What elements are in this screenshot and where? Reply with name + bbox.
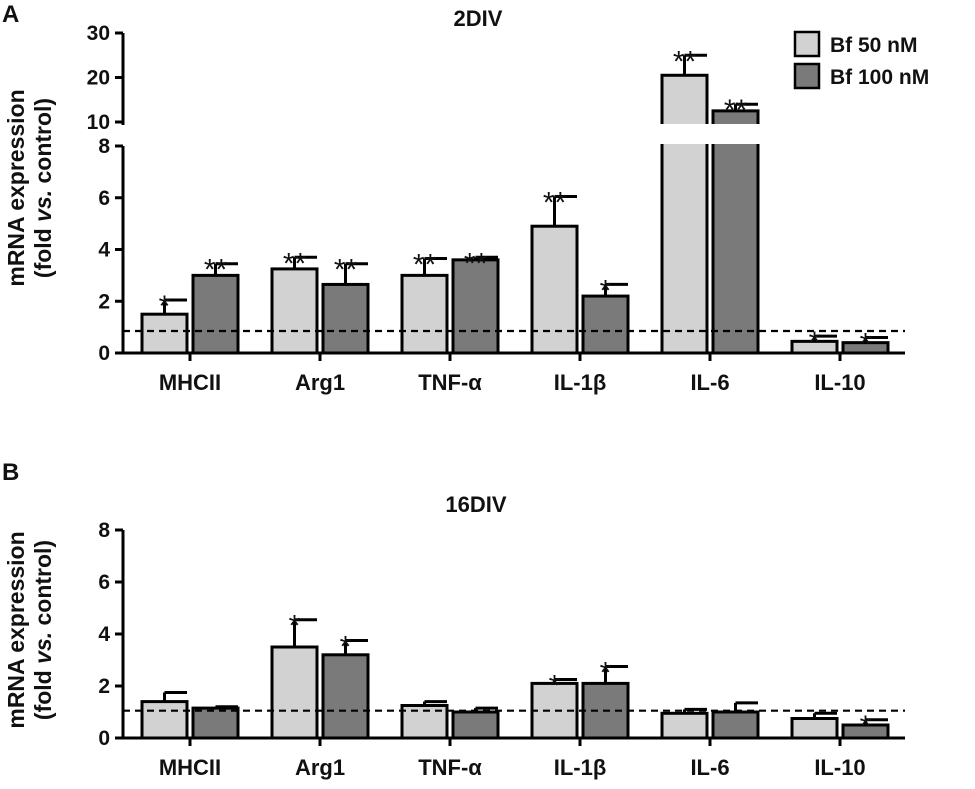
legend-label-bf50: Bf 50 nM — [830, 34, 918, 57]
panel-b-category-labels: MHCII Arg1 TNF-α IL-1β IL-6 IL-10 — [159, 755, 866, 780]
panel-a-ytick-label-6: 6 — [98, 187, 110, 210]
panel-a-arg1-bf100nm-significance: ** — [334, 254, 358, 287]
panel-b-bars: * * * * * — [123, 610, 905, 743]
panel-a-tnf-bf100nm-bar — [451, 258, 500, 355]
panel-a-arg1-bf50nm-bar — [270, 267, 319, 355]
panel-a-category-label-tnf: TNF-α — [418, 370, 482, 395]
panel-a-mhcii-bf50nm-significance: * — [159, 290, 171, 323]
panel-b-arg1-bf100nm-significance: * — [340, 631, 352, 664]
panel-a-category-label-il10: IL-10 — [814, 370, 865, 395]
panel-b-il10-bf100nm-significance: * — [860, 710, 872, 743]
panel-a-il1-bf100nm-significance: * — [600, 274, 612, 307]
panel-a-category-label-il1: IL-1β — [554, 370, 607, 395]
panel-b-ytick-label-4: 4 — [98, 623, 110, 646]
panel-a-ylabel-sub-3: control) — [30, 98, 56, 190]
panel-a-ylabel-sub: (fold vs. control) — [30, 98, 56, 278]
panel-a-il1-bf50nm-bar — [530, 224, 579, 355]
panel-b-category-label-arg1: Arg1 — [295, 755, 345, 780]
panel-b-mhcii-bf100nm-bar — [191, 706, 240, 740]
panel-b-category-label-il1: IL-1β — [554, 755, 607, 780]
panel-a-category-label-il6: IL-6 — [690, 370, 729, 395]
panel-b-ylabel: mRNA expression — [3, 531, 29, 728]
panel-a-il10-bf50nm-bar — [790, 339, 839, 355]
panel-b-il1-bf100nm-significance: * — [600, 657, 612, 690]
panel-a-category-labels: MHCII Arg1 TNF-α IL-1β IL-6 IL-10 — [159, 370, 866, 395]
panel-a-il10-bf50nm-significance: * — [809, 326, 821, 359]
legend-swatch-bf50 — [793, 30, 821, 58]
panel-a-il6-bf50nm-significance: ** — [673, 45, 697, 78]
panel-b-ylabel-sub: (fold vs. control) — [30, 540, 56, 720]
panel-b-ylabel-sub-2: vs. — [30, 632, 56, 664]
panel-a-mhcii-bf100nm-bar — [191, 273, 240, 355]
panel-a-ylabel-sub-2: vs. — [30, 190, 56, 222]
panel-a-ylabel: mRNA expression — [3, 89, 29, 286]
panel-b-il10-bf50nm-bar — [790, 717, 839, 740]
panel-b-category-label-tnf: TNF-α — [418, 755, 482, 780]
panel-a-ytick-label-2: 2 — [98, 290, 110, 313]
panel-b-ytick-label-6: 6 — [98, 571, 110, 594]
panel-a-mhcii-bf100nm-significance: ** — [204, 254, 228, 287]
panel-a-ytick-label-10: 10 — [87, 111, 110, 134]
panel-a-ytick-label-4: 4 — [98, 239, 110, 262]
panel-a-axes: 0 2 4 6 810 20 30 — [87, 22, 905, 365]
panel-a: A 2DIV mRNA expression (fold vs. control… — [2, 1, 929, 395]
legend-label-bf100: Bf 100 nM — [830, 66, 929, 89]
panel-b-arg1-bf50nm-bar — [270, 645, 319, 740]
panel-b-ytick-label-0: 0 — [98, 727, 110, 750]
panel-b-ytick-label-8: 8 — [98, 519, 110, 542]
panel-b-ylabel-sub-1: (fold — [30, 664, 56, 720]
panel-b-il6-bf50nm-bar — [660, 711, 709, 740]
panel-a-axis-break-gap — [600, 124, 770, 144]
panel-a-ytick-label-20: 20 — [87, 67, 110, 90]
legend: Bf 50 nM Bf 100 nM — [793, 30, 929, 90]
panel-b-il6-bf100nm-bar — [711, 710, 760, 740]
panel-b-arg1-bf100nm-bar — [321, 653, 370, 740]
panel-a-ytick-label-0: 0 — [98, 342, 110, 365]
panel-b-mhcii-bf50nm-bar — [140, 700, 189, 740]
panel-b-il1-bf50nm-significance: * — [549, 670, 561, 703]
panel-a-il6-bf100nm-bar — [711, 109, 760, 355]
panel-a-il1-bf100nm-bar — [581, 294, 630, 355]
panel-a-il1-bf50nm-significance: ** — [543, 186, 567, 219]
panel-a-bars: *** ********* ** ****** — [123, 45, 905, 360]
panel-b-ylabel-sub-3: control) — [30, 540, 56, 632]
panel-a-il6-bf100nm-significance: ** — [724, 94, 748, 127]
panel-a-letter: A — [2, 1, 19, 28]
panel-b: B 16DIV mRNA expression (fold vs. contro… — [2, 459, 905, 780]
panel-a-il6-bf50nm-bar — [660, 73, 709, 355]
panel-a-title: 2DIV — [454, 6, 503, 31]
panel-a-category-label-mhcii: MHCII — [159, 370, 221, 395]
panel-a-ytick-label-8: 8 — [98, 135, 110, 158]
panel-b-ytick-label-2: 2 — [98, 675, 110, 698]
panel-a-tnf-bf50nm-significance: ** — [413, 249, 437, 282]
panel-b-arg1-bf50nm-significance: * — [289, 610, 301, 643]
panel-b-category-label-il10: IL-10 — [814, 755, 865, 780]
legend-swatch-bf100 — [793, 62, 821, 90]
panel-a-ytick-label-30: 30 — [87, 22, 110, 45]
panel-b-letter: B — [2, 459, 19, 486]
panel-a-tnf-bf50nm-bar — [400, 273, 449, 355]
panel-b-il10-bf100nm-bar — [841, 723, 890, 740]
panel-a-arg1-bf50nm-significance: ** — [283, 247, 307, 280]
panel-b-category-label-il6: IL-6 — [690, 755, 729, 780]
panel-a-mhcii-bf50nm-bar — [140, 312, 189, 355]
panel-a-arg1-bf100nm-bar — [321, 282, 370, 355]
panel-b-category-label-mhcii: MHCII — [159, 755, 221, 780]
panel-a-tnf-bf100nm-significance: ** — [464, 247, 488, 280]
panel-b-title: 16DIV — [445, 492, 506, 517]
panel-a-ylabel-sub-1: (fold — [30, 222, 56, 278]
panel-a-il10-bf100nm-bar — [841, 341, 890, 355]
panel-a-category-label-arg1: Arg1 — [295, 370, 345, 395]
panel-a-il10-bf100nm-significance: * — [860, 327, 872, 360]
panel-b-axes: 0 2 4 6 8 — [98, 519, 905, 750]
panel-b-tnf-bf100nm-bar — [451, 710, 500, 740]
